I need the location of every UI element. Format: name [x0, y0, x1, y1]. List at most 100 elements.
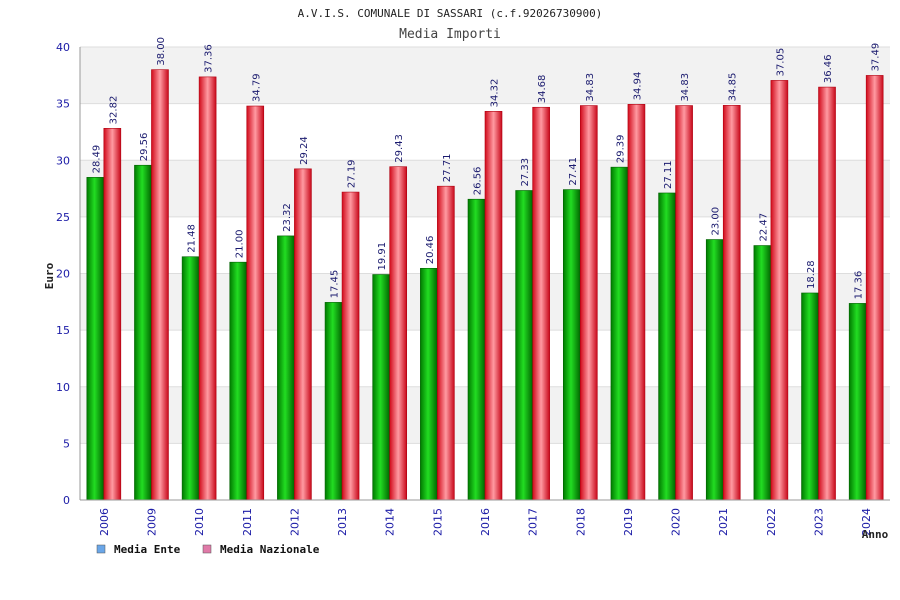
bar-value-label: 34.83 [585, 73, 596, 102]
x-tick-label: 2011 [241, 508, 254, 536]
bar-media-nazionale [532, 106, 550, 501]
bar-media-nazionale [389, 166, 408, 501]
x-tick-label: 2012 [288, 508, 301, 536]
bar-value-label: 28.49 [91, 145, 102, 174]
bar-value-label: 29.43 [394, 134, 405, 163]
bar-media-ente [181, 256, 200, 501]
bar-media-nazionale [437, 185, 455, 501]
x-axis-ticks: 2006 2009 2010 2011 2012 2013 2014 2015 2016 2017… [98, 508, 873, 536]
bar-value-label: 29.56 [139, 133, 150, 162]
bar-value-label: 38.00 [156, 37, 167, 66]
bar-value-label: 19.91 [377, 242, 388, 271]
bar-value-label: 27.41 [568, 157, 579, 186]
bar-media-nazionale [722, 105, 741, 501]
y-axis-ticks: 0 5 10 15 20 25 30 35 40 [56, 41, 70, 507]
y-tick-label: 40 [56, 41, 70, 54]
x-tick-label: 2021 [717, 508, 730, 536]
bar-media-ente [86, 177, 105, 501]
x-tick-label: 2019 [622, 508, 635, 536]
chart-title: A.V.I.S. COMUNALE DI SASSARI (c.f.920267… [298, 7, 603, 20]
y-tick-label: 0 [63, 494, 70, 507]
x-tick-label: 2016 [479, 508, 492, 536]
bar-media-nazionale [484, 111, 503, 501]
bar-value-label: 29.24 [299, 136, 310, 165]
x-tick-label: 2015 [431, 508, 444, 536]
bar-media-nazionale [103, 128, 122, 501]
value-labels: 28.49 32.82 29.56 38.00 21.48 37.36 21.00 34.79… [91, 37, 881, 299]
bar-media-ente [324, 302, 343, 501]
y-tick-label: 30 [56, 154, 70, 167]
bar-media-ente [277, 235, 295, 501]
bar-value-label: 23.00 [711, 207, 722, 236]
bar-media-nazionale [341, 191, 360, 501]
legend-swatch-media-ente [96, 544, 106, 554]
bar-media-ente [705, 239, 724, 501]
bar-value-label: 37.36 [204, 44, 215, 73]
bar-media-ente [372, 274, 391, 501]
bar-value-label: 34.94 [632, 72, 643, 101]
bar-value-label: 21.48 [187, 224, 198, 253]
bar-media-nazionale [675, 105, 693, 501]
x-tick-label: 2014 [384, 508, 397, 536]
bar-value-label: 20.46 [425, 236, 436, 265]
legend-swatch-media-nazionale [202, 544, 212, 554]
bar-media-ente [801, 292, 819, 501]
bar-media-ente [420, 267, 438, 501]
bar-value-label: 26.56 [473, 167, 484, 196]
bar-media-ente [467, 198, 486, 501]
x-axis-label: Anno [862, 528, 889, 541]
y-tick-label: 15 [56, 324, 70, 337]
x-tick-label: 2006 [98, 508, 111, 536]
legend: Media Ente Media Nazionale [96, 543, 320, 556]
bar-media-ente [610, 166, 629, 501]
bar-value-label: 18.28 [806, 260, 817, 289]
bar-media-nazionale [627, 104, 646, 501]
bar-media-ente [134, 164, 152, 501]
bar-media-ente [658, 192, 676, 501]
x-tick-label: 2013 [336, 508, 349, 536]
y-tick-label: 25 [56, 211, 70, 224]
bar-media-ente [515, 190, 533, 501]
bar-value-label: 27.19 [347, 159, 358, 188]
x-tick-label: 2022 [765, 508, 778, 536]
x-tick-label: 2010 [193, 508, 206, 536]
bar-value-label: 37.05 [775, 48, 786, 77]
bar-value-label: 32.82 [108, 96, 119, 125]
bars [86, 69, 884, 501]
bar-value-label: 29.39 [615, 135, 626, 164]
bar-value-label: 27.11 [663, 160, 674, 189]
legend-label-media-ente: Media Ente [114, 543, 181, 556]
x-tick-label: 2009 [145, 508, 158, 536]
bar-value-label: 37.49 [871, 43, 882, 72]
bar-value-label: 17.36 [854, 271, 865, 300]
bar-value-label: 34.68 [537, 75, 548, 104]
bar-value-label: 36.46 [823, 54, 834, 83]
bar-value-label: 34.32 [490, 79, 501, 108]
bar-media-ente [753, 245, 772, 501]
bar-value-label: 34.85 [728, 73, 739, 102]
bar-value-label: 27.33 [520, 158, 531, 187]
y-tick-label: 10 [56, 381, 70, 394]
bar-value-label: 23.32 [282, 203, 293, 232]
y-axis-label: Euro [43, 262, 56, 289]
bar-media-nazionale [770, 80, 789, 501]
y-tick-label: 20 [56, 268, 70, 281]
x-tick-label: 2018 [574, 508, 587, 536]
bar-media-ente [562, 189, 581, 501]
bar-media-nazionale [294, 168, 312, 501]
bar-media-nazionale [865, 75, 884, 501]
y-tick-label: 5 [63, 437, 70, 450]
bar-value-label: 34.79 [251, 73, 262, 102]
bar-value-label: 22.47 [758, 213, 769, 242]
x-tick-label: 2023 [813, 508, 826, 536]
bar-value-label: 21.00 [234, 230, 245, 259]
bar-media-nazionale [151, 69, 169, 501]
bar-media-nazionale [198, 76, 217, 501]
bar-value-label: 34.83 [680, 73, 691, 102]
bar-media-nazionale [246, 105, 265, 501]
bar-value-label: 17.45 [330, 270, 341, 299]
bar-media-ente [848, 303, 867, 501]
bar-media-ente [229, 261, 248, 501]
bar-media-nazionale [818, 86, 836, 501]
